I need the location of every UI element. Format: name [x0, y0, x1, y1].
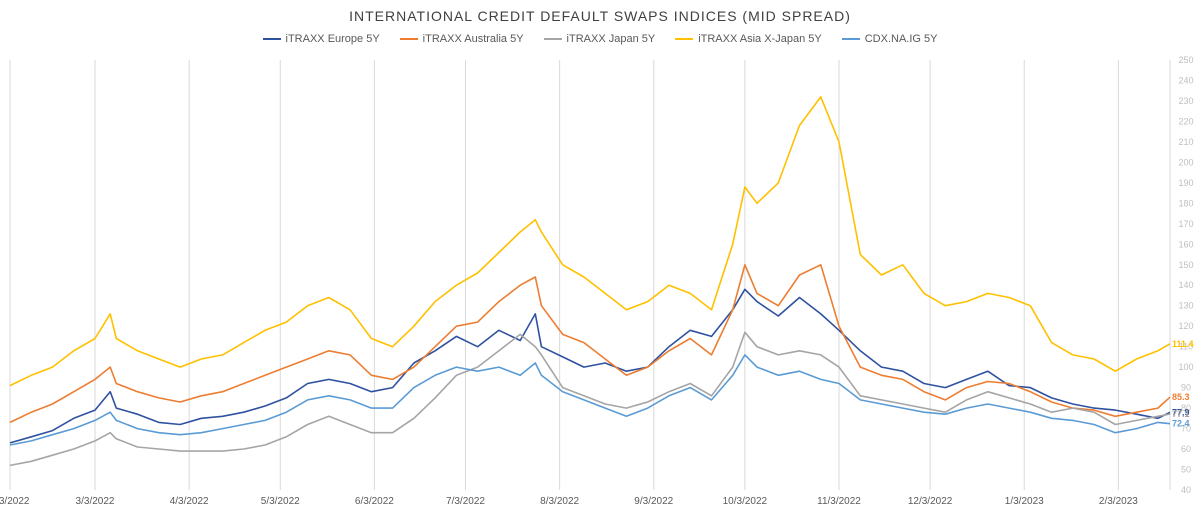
series-line-2: [9, 331, 1171, 467]
series-end-label: 77.1: [1172, 409, 1190, 419]
x-tick-label: 7/3/2022: [446, 496, 485, 507]
y-tick-label: 170: [1178, 219, 1193, 229]
x-tick-label: 2/3/2022: [0, 496, 30, 507]
series-end-label: 111.4: [1172, 339, 1194, 349]
y-tick-label: 250: [1178, 55, 1193, 65]
series-line-0: [9, 288, 1171, 444]
x-tick-label: 3/3/2022: [76, 496, 115, 507]
series-line-1: [9, 263, 1171, 424]
x-tick-label: 12/3/2022: [908, 496, 953, 507]
y-tick-label: 180: [1178, 198, 1193, 208]
legend-item: CDX.NA.IG 5Y: [841, 33, 938, 45]
y-tick-label: 150: [1178, 260, 1193, 270]
x-tick-label: 4/3/2022: [170, 496, 209, 507]
y-tick-label: 200: [1178, 157, 1193, 167]
series-end-label: 85.3: [1172, 392, 1190, 402]
x-tick-label: 11/3/2022: [817, 496, 861, 507]
legend-swatch: [675, 38, 694, 40]
chart-title: INTERNATIONAL CREDIT DEFAULT SWAPS INDIC…: [349, 8, 851, 24]
chart-legend: iTRAXX Europe 5Y iTRAXX Australia 5Y iTRAX…: [0, 33, 1200, 45]
y-tick-label: 230: [1178, 96, 1193, 106]
x-tick-label: 2/3/2023: [1099, 496, 1138, 507]
legend-item: iTRAXX Europe 5Y: [262, 33, 380, 45]
x-tick-label: 5/3/2022: [261, 496, 300, 507]
series-end-label: 72.4: [1172, 419, 1190, 429]
y-tick-label: 130: [1178, 301, 1193, 311]
y-tick-label: 120: [1178, 321, 1193, 331]
y-tick-label: 210: [1178, 137, 1193, 147]
y-tick-label: 80: [1181, 403, 1191, 413]
series-end-label: 77.9: [1172, 407, 1190, 417]
y-tick-label: 220: [1178, 116, 1193, 126]
series-line-4: [9, 354, 1171, 446]
legend-item: iTRAXX Australia 5Y: [399, 33, 524, 45]
y-tick-label: 40: [1181, 485, 1191, 495]
y-tick-label: 190: [1178, 178, 1193, 188]
y-tick-label: 50: [1181, 465, 1191, 475]
series-line-3: [9, 96, 1171, 387]
y-tick-label: 70: [1181, 424, 1191, 434]
x-tick-label: 9/3/2022: [634, 496, 673, 507]
legend-item: iTRAXX Asia X-Japan 5Y: [675, 33, 822, 45]
x-tick-label: 8/3/2022: [540, 496, 579, 507]
legend-label: iTRAXX Australia 5Y: [422, 33, 524, 45]
legend-label: CDX.NA.IG 5Y: [864, 33, 938, 45]
legend-item: iTRAXX Japan 5Y: [543, 33, 656, 45]
y-tick-label: 100: [1178, 362, 1193, 372]
x-tick-label: 1/3/2023: [1005, 496, 1044, 507]
y-tick-label: 160: [1178, 239, 1193, 249]
legend-swatch: [543, 38, 562, 40]
legend-label: iTRAXX Asia X-Japan 5Y: [698, 33, 822, 45]
y-tick-label: 110: [1179, 342, 1193, 352]
legend-swatch: [262, 38, 281, 40]
legend-swatch: [841, 38, 860, 40]
x-tick-label: 10/3/2022: [723, 496, 768, 507]
legend-swatch: [399, 38, 418, 40]
legend-label: iTRAXX Japan 5Y: [566, 33, 656, 45]
y-tick-label: 240: [1178, 75, 1193, 85]
y-tick-label: 90: [1181, 383, 1191, 393]
y-tick-label: 60: [1181, 444, 1191, 454]
legend-label: iTRAXX Europe 5Y: [285, 33, 380, 45]
y-tick-label: 140: [1178, 280, 1193, 290]
x-tick-label: 6/3/2022: [355, 496, 394, 507]
